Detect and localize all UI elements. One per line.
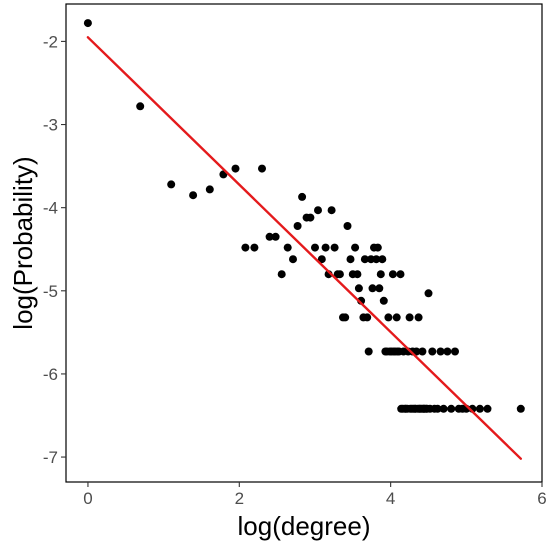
data-point [376,270,385,279]
data-point [363,313,372,322]
data-point [341,313,350,322]
data-point [231,164,240,173]
data-point [424,289,433,298]
data-point [392,313,401,322]
data-point [375,284,384,293]
data-point [353,270,362,279]
data-point [241,243,250,252]
data-point [317,255,326,264]
x-tick-label: 0 [83,489,92,508]
data-point [314,206,322,215]
data-point [271,232,280,241]
data-point [368,284,377,293]
data-point [189,191,198,200]
x-axis-title: log(degree) [238,511,371,541]
data-point [250,243,259,252]
x-tick-label: 4 [386,489,395,508]
data-point [373,243,382,252]
data-point [335,270,344,279]
data-point [428,347,437,356]
data-point [360,255,369,264]
x-axis-ticks: 0 2 4 6 [83,482,547,508]
x-tick-label: 2 [235,489,244,508]
x-tick-label: 6 [537,489,546,508]
data-points [83,19,525,413]
data-point [83,19,92,28]
data-point [351,243,360,252]
data-point [414,313,423,322]
data-point [439,404,448,413]
data-point [321,243,330,252]
data-point [311,243,319,252]
data-point [298,192,307,201]
data-point [516,404,525,413]
data-point [372,255,381,264]
data-point [343,222,352,230]
data-point [447,404,456,413]
data-point [418,347,427,356]
fit-line [86,36,522,460]
data-point [330,243,339,252]
y-axis-ticks: -7 -6 -5 -4 -3 -2 [43,32,66,467]
data-point [293,222,302,230]
data-point [354,284,363,293]
data-point [433,404,442,413]
data-point [136,102,145,111]
data-point [384,313,393,322]
data-point [396,270,405,279]
data-point [265,232,274,241]
y-tick-label: -6 [43,365,58,384]
data-point [306,213,315,222]
data-point [364,347,373,356]
y-tick-label: -3 [43,116,58,135]
data-point [283,243,292,252]
y-tick-label: -7 [43,448,58,467]
y-tick-label: -4 [43,199,58,218]
y-tick-label: -2 [43,32,58,51]
y-axis-title: log(Probability) [8,156,38,329]
data-point [443,347,452,356]
data-point [289,255,297,264]
y-tick-label: -5 [43,282,58,301]
data-point [379,296,388,305]
data-point [388,270,397,279]
data-point [475,404,484,413]
data-point [167,180,176,189]
data-point [277,270,286,279]
data-point [436,347,445,356]
data-point [483,404,492,413]
data-point [405,313,414,322]
data-point [378,255,387,264]
data-point [346,255,355,264]
data-point [327,206,336,215]
data-point [205,185,214,194]
data-point [451,347,459,356]
data-point [258,164,266,173]
